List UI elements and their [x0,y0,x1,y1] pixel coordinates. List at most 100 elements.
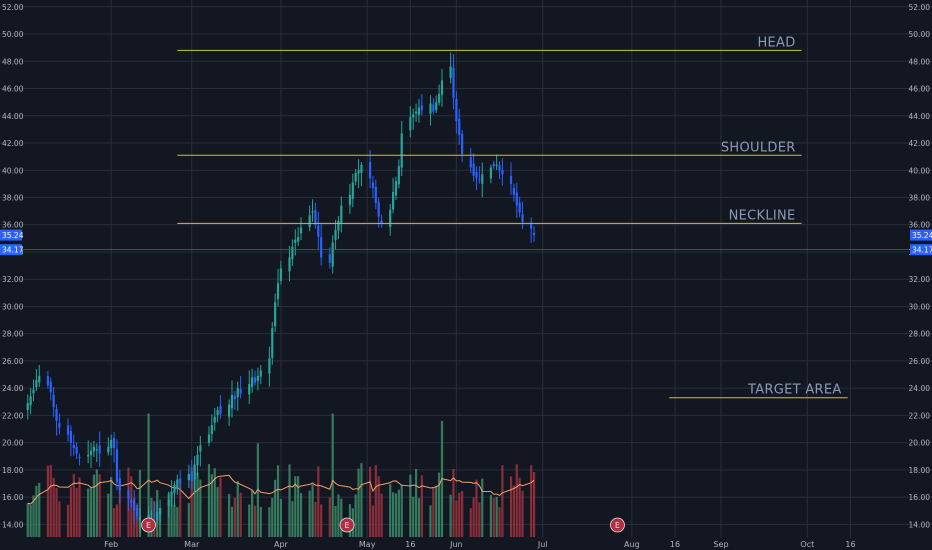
price-tick-label-left: 46.00 [2,85,24,94]
volume-bar [276,465,280,537]
candle-body [87,454,90,457]
annotation-label: NECKLINE [729,208,796,223]
volume-bar [32,495,35,537]
candle-body [299,227,303,234]
volume-bar [357,468,360,537]
volume-bar [297,476,300,537]
volume-bar [492,498,495,537]
candle-body [317,225,320,237]
volume-bar [308,490,311,537]
price-tick-label-right: 26.00 [909,357,931,366]
volume-bar [271,497,274,537]
volume-bar [481,478,484,537]
candle-body [115,449,119,483]
candle-body [179,478,182,484]
earnings-marker-label: E [615,521,620,530]
price-tick-label-right: 36.00 [909,221,931,230]
candle-body [135,508,139,517]
volume-moving-average [27,474,535,505]
volume-bar [75,487,78,537]
price-tick-label-right: 42.00 [909,139,931,148]
price-badge [910,244,932,256]
volume-bar [210,474,213,537]
volume-bar [213,468,216,537]
candle-body [78,456,81,458]
volume-bar [52,477,55,537]
candle-body [75,446,78,454]
price-tick-label-left: 44.00 [2,112,24,121]
volume-bar [66,504,70,537]
candle-body [452,67,455,99]
candle-body [458,118,461,135]
volume-bar [251,490,254,537]
time-tick-label: 16 [405,540,415,549]
candle-body [158,508,162,516]
volume-bar [78,477,81,537]
price-tick-label-left: 14.00 [2,520,24,529]
candle-body [371,182,375,188]
candle-body [400,133,403,168]
volume-bar [294,476,297,537]
volume-bar [414,469,418,537]
price-tick-label-right: 24.00 [909,384,931,393]
price-tick-label-left: 20.00 [2,439,24,448]
candle-body [66,425,70,435]
annotation-label: TARGET AREA [747,383,842,398]
price-badge [0,229,22,241]
volume-bar [193,468,196,537]
volume-bar [314,501,317,537]
candle-body [46,376,49,386]
price-badge [910,229,932,241]
volume-bar [107,493,110,537]
candle-body [297,236,300,242]
volume-bar [509,476,513,537]
candle-body [29,396,32,406]
price-badge-label: 35.24 [912,231,932,240]
volume-bar [449,494,452,537]
candle-body [391,192,395,210]
price-axis[interactable]: 52.00 52.00 50.00 50.00 48.00 48.00 46.00 46.00… [2,3,930,530]
candle-body [412,114,415,118]
volume-bar [429,505,432,537]
price-tick-label-right: 44.00 [909,112,931,121]
candle-body [489,167,492,179]
candle-body [478,179,481,181]
candles [26,52,536,534]
volume-bar [420,475,423,537]
time-axis[interactable]: Feb Mar Apr May 16 Jun Jul Aug 16 Sep Oct 16 [104,540,855,549]
candle-body [138,517,142,521]
volume-bar [230,506,234,537]
price-tick-label-left: 40.00 [2,166,24,175]
candle-body [389,209,392,227]
price-tick-label-left: 18.00 [2,466,24,475]
price-tick-label-right: 20.00 [909,439,931,448]
volume-bar [279,498,282,537]
volume-bar [170,496,173,537]
volume-bar [38,482,41,537]
volume-bar [495,496,498,537]
price-tick-label-left: 26.00 [2,357,24,366]
time-tick-label: Apr [274,540,289,549]
price-tick-label-right: 38.00 [909,193,931,202]
earnings-marker [141,517,156,533]
volume-bar [377,476,380,537]
volume-bar [328,497,331,537]
price-tick-label-left: 36.00 [2,221,24,230]
volume-bar [176,507,179,537]
candle-body [276,283,280,300]
price-tick-label-right: 32.00 [909,275,931,284]
volume-bar [118,481,121,537]
candle-body [532,232,536,236]
candle-body [308,215,311,227]
candle-body [320,237,323,258]
candle-body [233,395,236,400]
volume-bar [458,492,461,537]
price-tick-label-right: 16.00 [909,493,931,502]
volume-bar [331,413,334,537]
volume-bar [354,494,357,537]
volume-bar [110,477,113,537]
price-tick-label-left: 30.00 [2,302,24,311]
candle-body [256,375,259,381]
